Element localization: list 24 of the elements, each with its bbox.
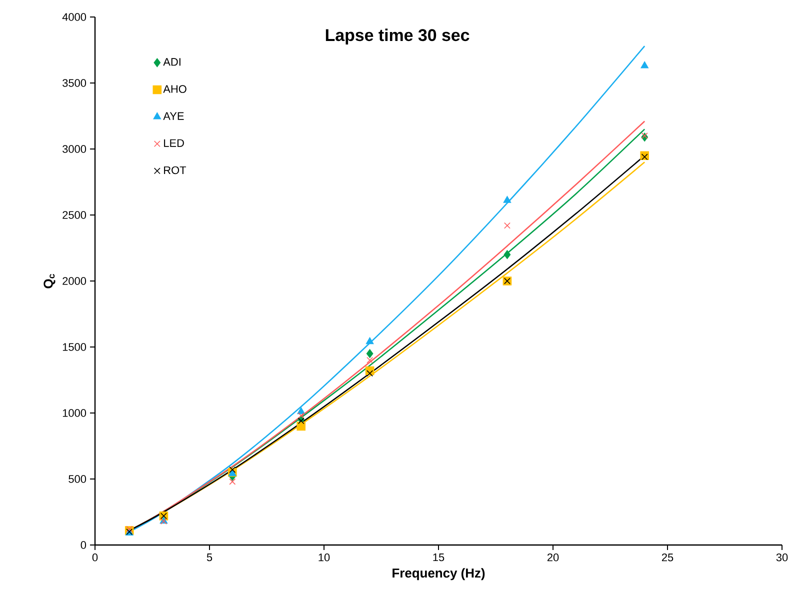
y-tick-label: 3000 <box>62 145 86 153</box>
legend-label: AYE <box>163 112 184 120</box>
y-tick-label: 4000 <box>62 13 86 21</box>
x-tick-label: 15 <box>433 554 444 562</box>
y-axis-title: Q$_{c}$ <box>44 274 56 288</box>
x-tick-label: 0 <box>92 554 98 562</box>
y-tick-label: 3500 <box>62 79 86 87</box>
y-tick-label: 0 <box>80 541 86 549</box>
y-tick-label: 2500 <box>62 211 86 219</box>
x-tick-label: 20 <box>547 554 559 562</box>
x-axis-title: Frequency (Hz) <box>392 568 485 580</box>
x-tick-label: 30 <box>776 554 788 562</box>
x-tick-label: 5 <box>206 554 212 562</box>
legend-label: AHO <box>163 85 186 93</box>
x-tick-label: 25 <box>662 554 674 562</box>
legend-label: ADI <box>163 58 180 66</box>
legend-label: ROT <box>164 166 186 174</box>
y-tick-label: 2000 <box>62 277 86 285</box>
y-tick-label: 1500 <box>62 343 86 351</box>
y-tick-label: 500 <box>68 475 86 483</box>
y-tick-label: 1000 <box>62 409 86 417</box>
legend-label: LED <box>164 139 184 147</box>
text: Lapse time 30 sec <box>326 28 470 44</box>
x-tick-label: 10 <box>318 554 330 562</box>
